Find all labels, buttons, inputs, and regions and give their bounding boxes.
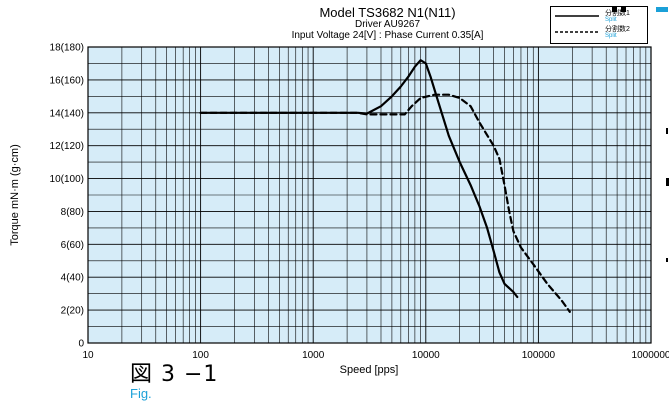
- y-tick-label: 10(100): [50, 174, 84, 185]
- y-tick-label: 18(180): [50, 43, 84, 54]
- x-tick-label: 10000: [412, 350, 440, 361]
- x-axis-label: Speed [pps]: [340, 364, 399, 376]
- y-tick-label: 4(40): [61, 273, 84, 284]
- y-axis-label: Torque mN·m (g·cm): [9, 144, 21, 245]
- legend-label-1: 分割数1: [605, 10, 630, 17]
- corner-mark: [612, 0, 669, 12]
- figure-sublabel: Fig.: [130, 386, 152, 401]
- x-tick-label: 100000: [522, 350, 556, 361]
- legend-item-solid: 分割数1 Split: [555, 10, 645, 26]
- legend-item-dashed: 分割数2 Split: [555, 26, 645, 42]
- y-tick-label: 2(20): [61, 306, 84, 317]
- plot-frame: [87, 46, 652, 344]
- y-tick-label: 8(80): [61, 207, 84, 218]
- x-tick-label: 1000000: [632, 350, 669, 361]
- chart-legend: 分割数1 Split 分割数2 Split: [550, 6, 648, 44]
- x-tick-label: 10: [82, 350, 94, 361]
- legend-sub-1: Split: [605, 17, 617, 23]
- chart-title-line-2: Driver AU9267: [354, 19, 421, 30]
- figure-label: 図 3 −1: [130, 362, 219, 387]
- y-tick-label: 6(60): [61, 240, 84, 251]
- y-tick-label: 14(140): [50, 108, 84, 119]
- y-tick-label: 12(120): [50, 141, 84, 152]
- x-tick-label: 100: [192, 350, 209, 361]
- chart-title-line-1: Model TS3682 N1(N11): [319, 5, 456, 20]
- series-line-2: [199, 93, 571, 313]
- legend-sub-2: Split: [605, 33, 617, 39]
- series-line-1: [199, 59, 519, 299]
- legend-dashed-swatch: [555, 31, 599, 33]
- legend-label-2: 分割数2: [605, 26, 630, 33]
- x-tick-label: 1000: [302, 350, 325, 361]
- cropped-edge-text: [664, 118, 669, 278]
- y-tick-label: 16(160): [50, 75, 84, 86]
- chart-title-line-3: Input Voltage 24[V] : Phase Current 0.35…: [291, 30, 484, 41]
- y-tick-label: 0: [78, 339, 84, 350]
- legend-solid-swatch: [555, 15, 599, 17]
